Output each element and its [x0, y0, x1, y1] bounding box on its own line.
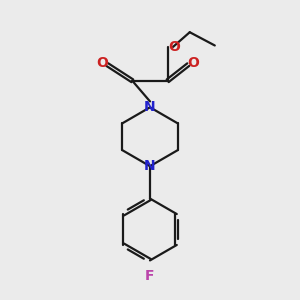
Text: O: O — [188, 56, 200, 70]
Text: N: N — [144, 159, 156, 173]
Text: O: O — [96, 56, 108, 70]
Text: O: O — [168, 40, 180, 54]
Text: N: N — [144, 100, 156, 114]
Text: F: F — [145, 269, 155, 283]
